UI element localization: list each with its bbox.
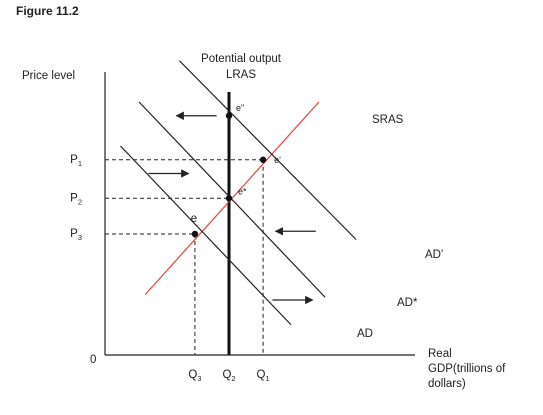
series-label-0: SRAS	[372, 114, 404, 126]
series-line-ad-1	[120, 145, 292, 326]
point-label-2: e'	[274, 155, 281, 165]
lras-label-line-0: Potential output	[201, 53, 282, 65]
origin-label: 0	[90, 354, 96, 366]
lras-label-line-1: LRAS	[226, 69, 256, 81]
point-marker-1	[225, 195, 233, 202]
quantity-tick-label-2: Q1	[257, 369, 270, 383]
x-axis-label-line-1: GDP(trillions of	[428, 363, 506, 375]
point-marker-0	[191, 230, 199, 238]
chart-title: Figure 11.2	[16, 4, 79, 18]
point-marker-2	[259, 156, 267, 163]
point-marker-3	[225, 112, 233, 119]
x-axis-label-line-2: dollars)	[428, 378, 466, 390]
series-line-ad-2	[138, 101, 326, 298]
price-tick-label-0: P1	[70, 154, 82, 168]
price-tick-label-2: P3	[70, 228, 82, 242]
x-axis-label-line-0: Real	[428, 348, 452, 360]
point-label-0: e	[191, 213, 197, 225]
series-label-3: AD'	[425, 249, 443, 261]
point-label-3: e"	[236, 103, 244, 113]
series-line-ad-3	[178, 60, 357, 240]
point-label-1: e*	[238, 186, 247, 196]
price-tick-label-1: P2	[70, 192, 82, 206]
series-label-1: AD	[357, 328, 373, 340]
series-label-2: AD*	[397, 297, 418, 309]
y-axis-label: Price level	[22, 70, 75, 82]
quantity-tick-label-1: Q2	[222, 369, 235, 383]
quantity-tick-label-0: Q3	[188, 369, 201, 383]
